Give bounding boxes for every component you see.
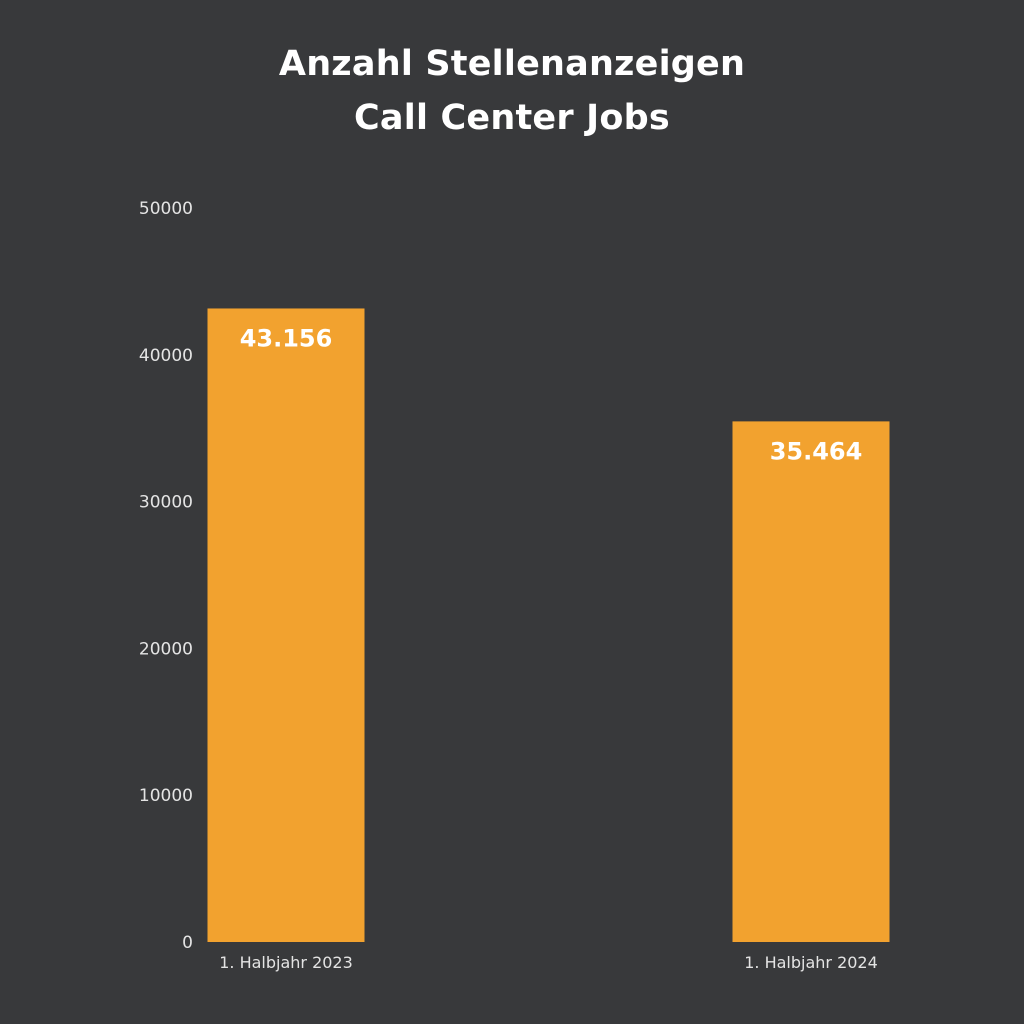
bar: [207, 308, 365, 942]
y-tick-label: 50000: [139, 199, 193, 219]
bar-data-label: 35.464: [770, 437, 863, 465]
y-tick-label: 30000: [139, 493, 193, 513]
y-tick-label: 20000: [139, 639, 193, 659]
bar-data-label: 43.156: [240, 324, 333, 352]
chart-title-line-2: Call Center Jobs: [354, 98, 670, 138]
y-tick-label: 0: [182, 933, 193, 953]
y-tick-label: 40000: [139, 346, 193, 366]
x-category-label: 1. Halbjahr 2023: [219, 953, 353, 972]
x-category-label: 1. Halbjahr 2024: [744, 953, 878, 972]
bar: [732, 421, 890, 942]
chart-title-line-1: Anzahl Stellenanzeigen: [278, 44, 746, 84]
y-tick-label: 10000: [139, 786, 193, 806]
